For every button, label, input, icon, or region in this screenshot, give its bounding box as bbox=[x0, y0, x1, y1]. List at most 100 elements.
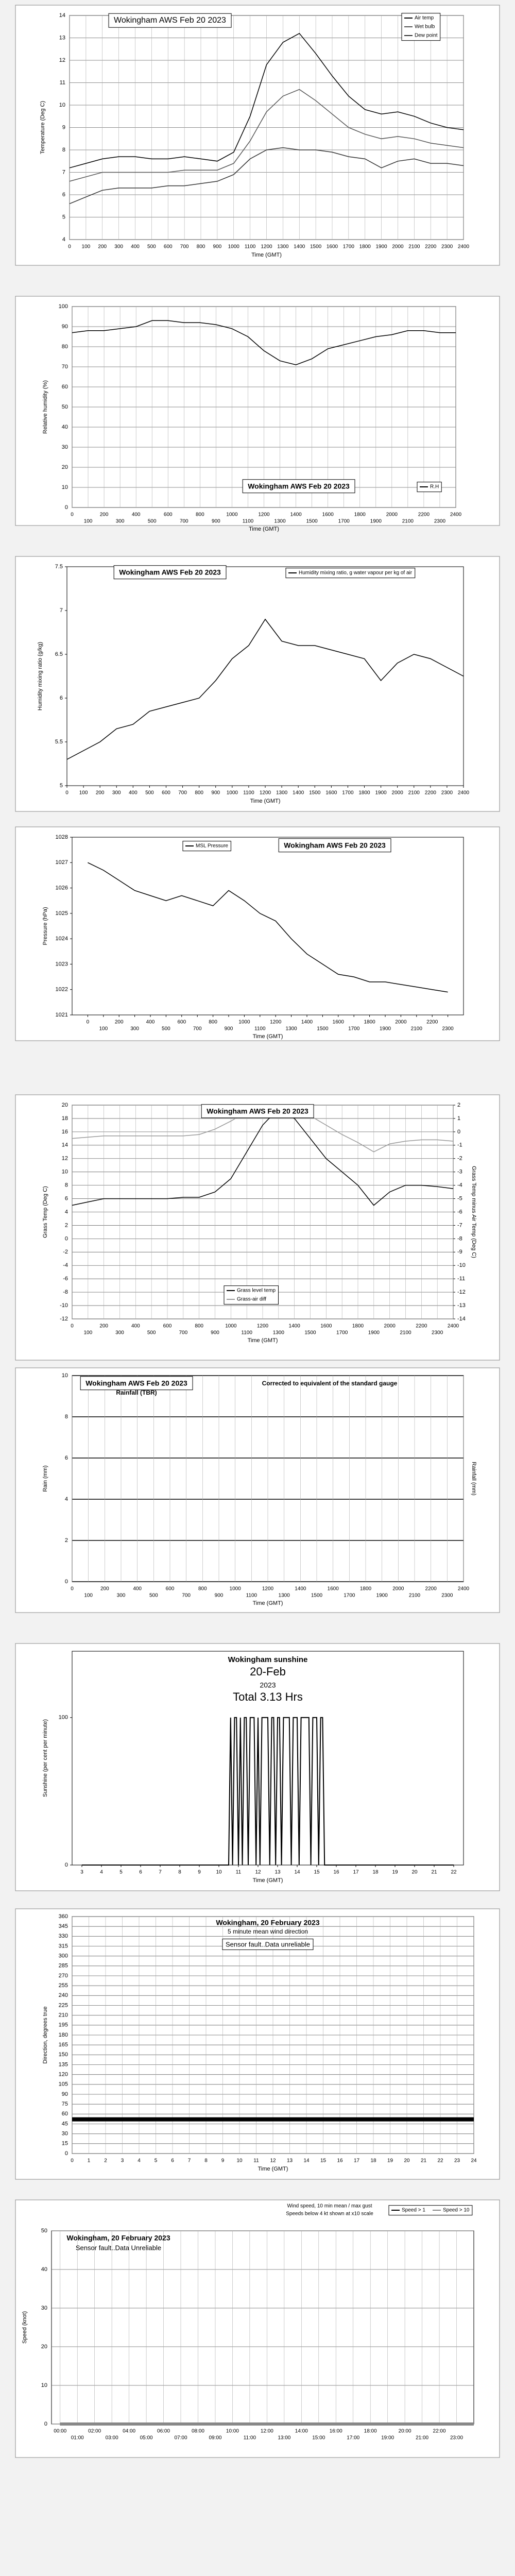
y-tick-label: 6 bbox=[65, 1455, 68, 1461]
x-tick-label: 15 bbox=[320, 2158, 327, 2164]
y-axis-label: Pressure (hPa) bbox=[42, 907, 48, 945]
x-tick-label: 2300 bbox=[441, 790, 453, 796]
annotation: Corrected to equivalent of the standard … bbox=[262, 1380, 398, 1387]
y-tick-label: 4 bbox=[62, 236, 65, 243]
x-tick-label: 600 bbox=[162, 790, 170, 796]
x-tick-label: 1400 bbox=[301, 1020, 313, 1025]
chart-title: Wokingham AWS Feb 20 2023 bbox=[85, 1379, 187, 1387]
plot-area bbox=[51, 2230, 474, 2425]
annotation: Sensor fault..Data Unreliable bbox=[76, 2244, 161, 2251]
y-tick-label: 18 bbox=[62, 1115, 68, 1122]
y-axis-label: Rain (mm) bbox=[42, 1465, 48, 1492]
x-tick-label: 0 bbox=[68, 244, 71, 250]
x-tick-label: 12:00 bbox=[261, 2429, 273, 2434]
title-box bbox=[113, 565, 227, 580]
series-line bbox=[69, 147, 464, 205]
x-axis-label: Time (GMT) bbox=[253, 1033, 283, 1040]
x-tick-label: 18 bbox=[372, 1870, 379, 1875]
y-tick-label: 45 bbox=[62, 2121, 68, 2127]
x-tick-label: 04:00 bbox=[123, 2429, 135, 2434]
x-tick-label: 07:00 bbox=[175, 2435, 187, 2441]
chart-title: Wokingham AWS Feb 20 2023 bbox=[119, 568, 221, 577]
y-tick-label: 40 bbox=[41, 2266, 47, 2273]
x-tick-label: 1200 bbox=[270, 1020, 282, 1025]
y2-tick-label: -5 bbox=[457, 1195, 462, 1201]
x-tick-label: 17:00 bbox=[347, 2435, 359, 2441]
x-tick-label: 1700 bbox=[348, 1026, 360, 1032]
series-line bbox=[82, 1717, 454, 1866]
x-tick-label: 2400 bbox=[450, 512, 462, 518]
x-tick-label: 1400 bbox=[289, 1324, 301, 1329]
x-tick-label: 2000 bbox=[392, 790, 404, 796]
x-tick-label: 21 bbox=[421, 2158, 427, 2164]
x-tick-label: 800 bbox=[197, 244, 205, 250]
x-tick-label: 01:00 bbox=[71, 2435, 84, 2441]
x-tick-label: 500 bbox=[147, 1330, 156, 1336]
x-tick-label: 15:00 bbox=[312, 2435, 325, 2441]
y-tick-label: 8 bbox=[65, 1414, 68, 1420]
x-tick-label: 14 bbox=[303, 2158, 310, 2164]
y-tick-label: 210 bbox=[59, 2012, 68, 2019]
x-tick-label: 1600 bbox=[320, 1324, 332, 1329]
y-tick-label: 20 bbox=[62, 1102, 68, 1108]
x-tick-label: 19 bbox=[392, 1870, 398, 1875]
y2-tick-label: -10 bbox=[457, 1262, 466, 1268]
x-tick-label: 2200 bbox=[418, 512, 430, 518]
y-tick-label: -4 bbox=[63, 1262, 68, 1268]
x-tick-label: 3 bbox=[80, 1870, 83, 1875]
y-tick-label: 1027 bbox=[56, 859, 68, 866]
series-line bbox=[72, 1108, 454, 1206]
x-tick-label: 2000 bbox=[395, 1020, 407, 1025]
x-tick-label: 12 bbox=[270, 2158, 276, 2164]
x-tick-label: 1900 bbox=[368, 1330, 380, 1336]
x-tick-label: 500 bbox=[162, 1026, 170, 1032]
y-tick-label: 10 bbox=[62, 484, 68, 490]
y-tick-label: 60 bbox=[62, 2111, 68, 2117]
y2-tick-label: -12 bbox=[457, 1289, 466, 1295]
y-tick-label: 285 bbox=[59, 1963, 68, 1969]
x-tick-label: 2300 bbox=[432, 1330, 443, 1336]
x-tick-label: 11:00 bbox=[244, 2435, 256, 2441]
x-tick-label: 1100 bbox=[246, 1593, 258, 1599]
chart-subtitle: 20-Feb bbox=[250, 1665, 286, 1678]
x-tick-label: 9 bbox=[198, 1870, 201, 1875]
x-tick-label: 400 bbox=[131, 1324, 140, 1329]
legend-label: Wet bulb bbox=[415, 24, 435, 30]
x-tick-label: 1600 bbox=[328, 1586, 339, 1592]
y-tick-label: 1024 bbox=[56, 936, 68, 942]
x-tick-label: 500 bbox=[145, 790, 154, 796]
x-tick-label: 300 bbox=[115, 1330, 124, 1336]
x-tick-label: 1500 bbox=[309, 790, 321, 796]
y-axis-label: Temperature (Deg C) bbox=[40, 101, 46, 154]
x-tick-label: 500 bbox=[147, 244, 156, 250]
chart-title: Wokingham AWS Feb 20 2023 bbox=[248, 482, 350, 490]
x-tick-label: 2000 bbox=[384, 1324, 396, 1329]
x-tick-label: 3 bbox=[121, 2158, 124, 2164]
x-tick-label: 100 bbox=[99, 1026, 108, 1032]
x-tick-label: 1800 bbox=[360, 1586, 372, 1592]
y-tick-label: 50 bbox=[62, 404, 68, 410]
x-tick-label: 5 bbox=[154, 2158, 158, 2164]
x-tick-label: 100 bbox=[84, 1593, 93, 1599]
x-tick-label: 2000 bbox=[386, 512, 398, 518]
x-tick-label: 14 bbox=[294, 1870, 300, 1875]
y-tick-label: 330 bbox=[59, 1933, 68, 1939]
x-tick-label: 2300 bbox=[441, 1593, 453, 1599]
x-tick-label: 1000 bbox=[225, 1324, 237, 1329]
x-tick-label: 200 bbox=[100, 512, 109, 518]
y-axis-label: Direction, degrees true bbox=[42, 2006, 48, 2063]
x-tick-label: 1700 bbox=[336, 1330, 348, 1336]
x-tick-label: 4 bbox=[100, 1870, 103, 1875]
x-tick-label: 6 bbox=[171, 2158, 174, 2164]
y-tick-label: 225 bbox=[59, 2002, 68, 2008]
x-tick-label: 1400 bbox=[295, 1586, 306, 1592]
y2-tick-label: -7 bbox=[457, 1222, 462, 1228]
x-tick-label: 100 bbox=[83, 1330, 92, 1336]
x-tick-label: 1900 bbox=[376, 1593, 388, 1599]
y-tick-label: 0 bbox=[65, 1579, 68, 1585]
y-tick-label: 30 bbox=[62, 2131, 68, 2137]
y-tick-label: 10 bbox=[59, 102, 65, 108]
x-tick-label: 900 bbox=[225, 1026, 233, 1032]
x-tick-label: 300 bbox=[117, 1593, 126, 1599]
x-tick-label: 0 bbox=[71, 1324, 74, 1329]
